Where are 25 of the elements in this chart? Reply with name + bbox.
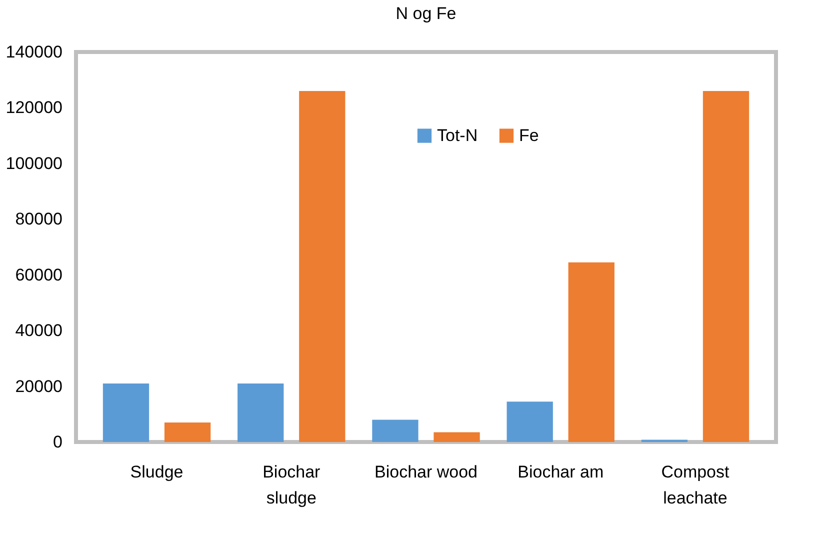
y-tick-label: 60000 [15, 265, 62, 284]
x-tick-label: Biochar am [518, 462, 604, 482]
bar [299, 91, 346, 442]
x-tick-label: Compost leachate [661, 462, 730, 508]
chart-title: N og Fe [396, 4, 456, 23]
x-tick-label: Biochar sludge [262, 462, 321, 508]
bar [164, 422, 211, 442]
bar [506, 402, 553, 442]
legend-label: Tot-N [437, 126, 478, 145]
bar [568, 262, 614, 442]
bar [372, 420, 418, 442]
y-tick-label: 100000 [6, 154, 62, 173]
y-tick-label: 20000 [15, 376, 62, 396]
bar [702, 91, 750, 442]
bar [434, 432, 480, 442]
y-tick-label: 140000 [6, 42, 62, 62]
bar [102, 384, 150, 442]
y-tick-label: 80000 [15, 210, 62, 229]
x-tick-label: Sludge [130, 462, 184, 482]
bar [238, 384, 284, 442]
y-tick-label: 120000 [6, 98, 62, 118]
y-tick-label: 40000 [15, 321, 62, 340]
legend-label: Fe [519, 126, 539, 145]
x-tick-label: Biochar wood [374, 462, 478, 482]
y-tick-label: 0 [53, 432, 62, 452]
